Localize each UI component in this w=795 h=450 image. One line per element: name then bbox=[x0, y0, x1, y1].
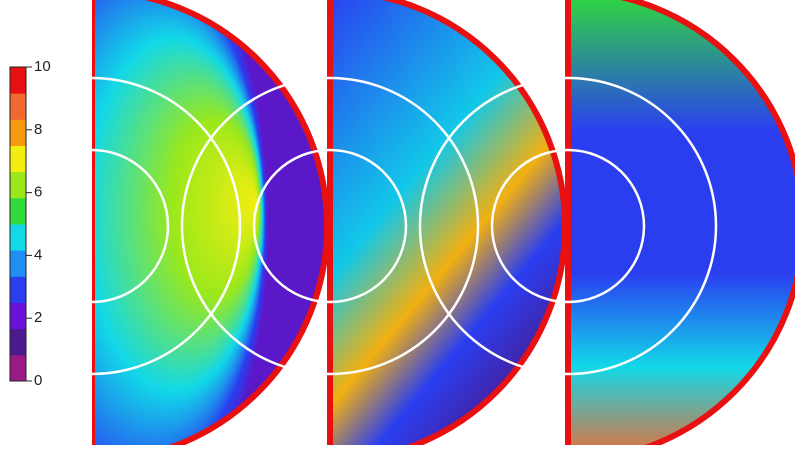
colorbar-band bbox=[10, 276, 26, 303]
colorbar-band bbox=[10, 250, 26, 277]
figure: 0 2 4 6 8 10 bbox=[0, 0, 795, 445]
colorbar-band bbox=[10, 146, 26, 173]
colorbar-tick-label: 2 bbox=[34, 309, 42, 326]
colorbar-tick-label: 6 bbox=[34, 184, 42, 201]
colorbar-band bbox=[10, 67, 26, 94]
colorbar-band bbox=[10, 355, 26, 382]
colorbar-tick-label: 10 bbox=[34, 58, 51, 75]
colorbar-tick-label: 0 bbox=[34, 372, 42, 389]
colorbar-band bbox=[10, 224, 26, 251]
colorbar-band bbox=[10, 198, 26, 225]
colorbar-band bbox=[10, 329, 26, 356]
colorbar-band bbox=[10, 119, 26, 146]
colorbar-tick-label: 8 bbox=[34, 121, 42, 138]
page: {"chart_data": {"type": "heatmap", "zlim… bbox=[0, 0, 795, 445]
colorbar-tick-label: 4 bbox=[34, 246, 42, 263]
colorbar-band bbox=[10, 93, 26, 120]
colorbar-band bbox=[10, 303, 26, 330]
colorbar-band bbox=[10, 172, 26, 199]
